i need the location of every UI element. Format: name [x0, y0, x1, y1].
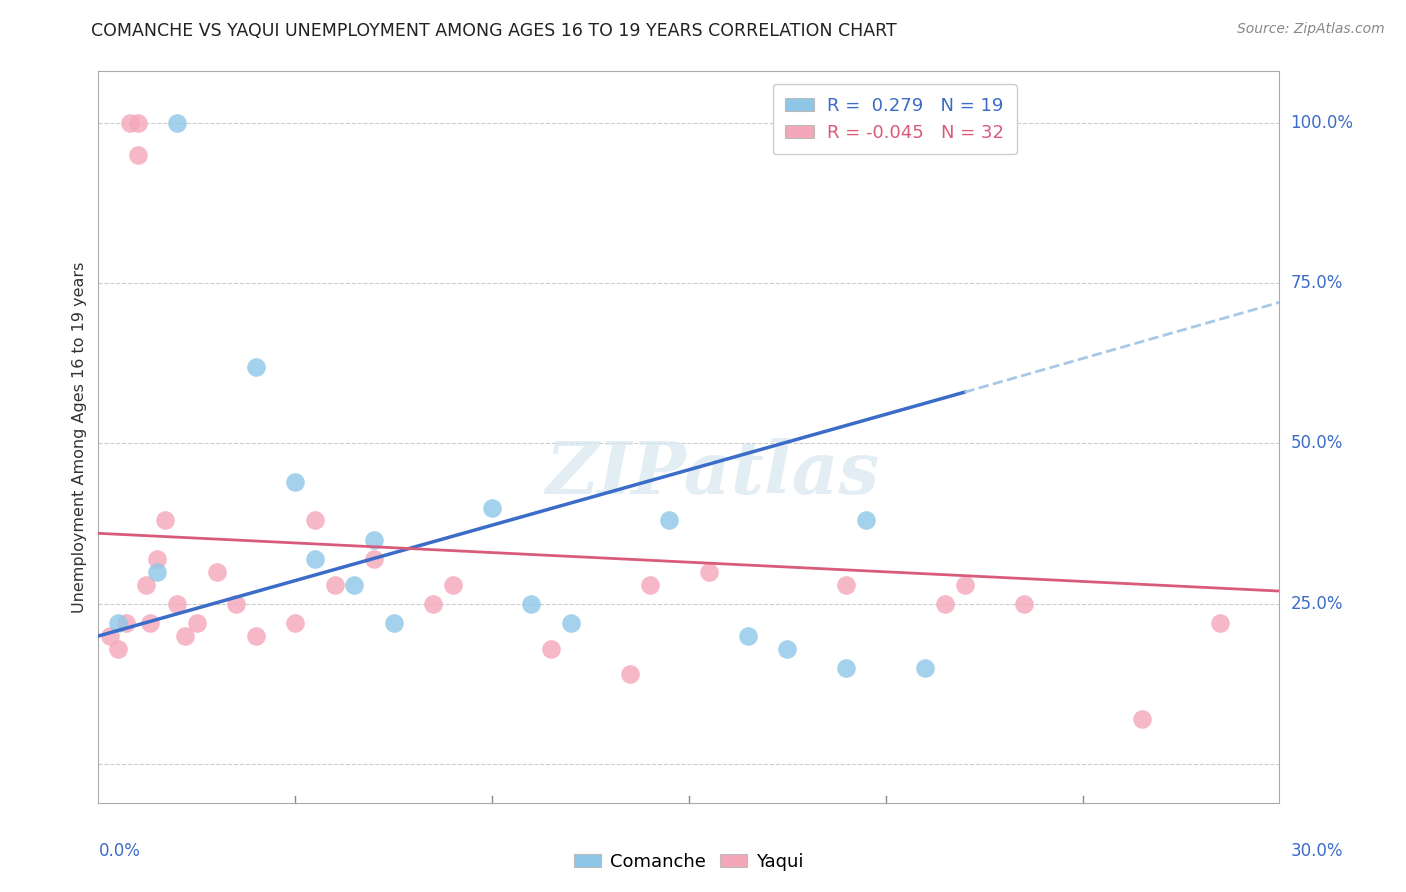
Point	[441, 577, 464, 591]
Point	[245, 629, 267, 643]
Y-axis label: Unemployment Among Ages 16 to 19 years: Unemployment Among Ages 16 to 19 years	[72, 261, 87, 613]
Point	[540, 641, 562, 656]
Point	[855, 514, 877, 528]
Point	[304, 514, 326, 528]
Point	[363, 552, 385, 566]
Point	[638, 577, 661, 591]
Point	[776, 641, 799, 656]
Point	[146, 552, 169, 566]
Point	[245, 359, 267, 374]
Point	[138, 616, 160, 631]
Point	[1209, 616, 1232, 631]
Point	[186, 616, 208, 631]
Point	[934, 116, 956, 130]
Point	[127, 116, 149, 130]
Point	[174, 629, 197, 643]
Point	[422, 597, 444, 611]
Point	[284, 475, 307, 489]
Point	[118, 116, 141, 130]
Point	[166, 116, 188, 130]
Text: 75.0%: 75.0%	[1291, 274, 1343, 292]
Point	[284, 616, 307, 631]
Point	[166, 597, 188, 611]
Point	[560, 616, 582, 631]
Point	[658, 514, 681, 528]
Point	[107, 616, 129, 631]
Text: 25.0%: 25.0%	[1291, 595, 1343, 613]
Point	[115, 616, 138, 631]
Point	[323, 577, 346, 591]
Point	[382, 616, 405, 631]
Point	[363, 533, 385, 547]
Text: 50.0%: 50.0%	[1291, 434, 1343, 452]
Point	[127, 148, 149, 162]
Point	[98, 629, 121, 643]
Point	[343, 577, 366, 591]
Point	[835, 577, 858, 591]
Text: 0.0%: 0.0%	[98, 842, 141, 860]
Point	[934, 597, 956, 611]
Point	[1130, 712, 1153, 726]
Point	[1012, 597, 1035, 611]
Point	[953, 577, 976, 591]
Text: 100.0%: 100.0%	[1291, 113, 1354, 132]
Point	[135, 577, 157, 591]
Point	[146, 565, 169, 579]
Point	[835, 661, 858, 675]
Point	[155, 514, 177, 528]
Point	[107, 641, 129, 656]
Point	[225, 597, 247, 611]
Point	[304, 552, 326, 566]
Point	[697, 565, 720, 579]
Point	[619, 667, 641, 681]
Point	[520, 597, 543, 611]
Point	[205, 565, 228, 579]
Text: 30.0%: 30.0%	[1291, 842, 1343, 860]
Point	[914, 661, 936, 675]
Point	[481, 500, 503, 515]
Text: Source: ZipAtlas.com: Source: ZipAtlas.com	[1237, 22, 1385, 37]
Text: ZIPatlas: ZIPatlas	[546, 438, 880, 509]
Point	[737, 629, 759, 643]
Text: COMANCHE VS YAQUI UNEMPLOYMENT AMONG AGES 16 TO 19 YEARS CORRELATION CHART: COMANCHE VS YAQUI UNEMPLOYMENT AMONG AGE…	[91, 22, 897, 40]
Legend: Comanche, Yaqui: Comanche, Yaqui	[567, 846, 811, 878]
